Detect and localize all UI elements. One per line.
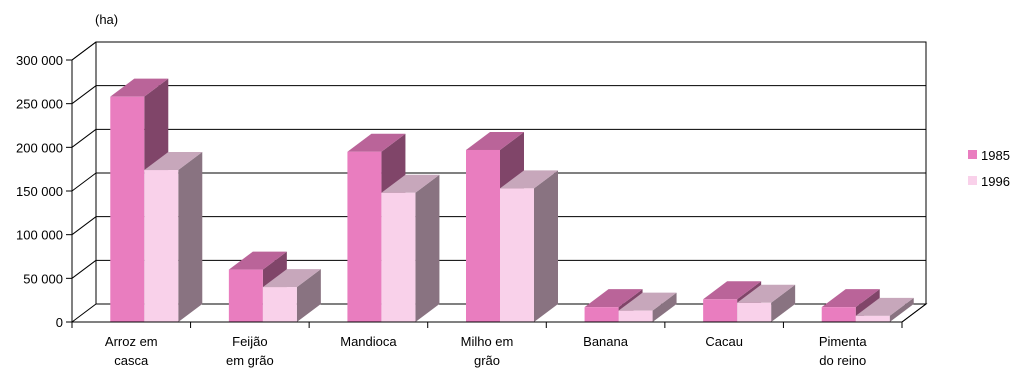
bar-side	[415, 174, 440, 322]
bar-side	[652, 292, 677, 322]
legend: 1985 1996	[968, 148, 1010, 189]
bar-front	[500, 188, 534, 322]
x-tick-label: Feijão	[232, 334, 267, 349]
legend-swatch	[968, 150, 977, 159]
bar-front	[144, 170, 179, 322]
x-tick-label: casca	[114, 353, 149, 368]
x-tick-label: Banana	[583, 334, 629, 349]
bar-top	[500, 170, 558, 189]
bar-front	[618, 310, 653, 322]
gridline-depth	[71, 259, 97, 279]
bar-front	[584, 307, 619, 322]
gridline-depth	[71, 41, 97, 61]
bar-top	[110, 78, 169, 97]
bar-top	[144, 152, 203, 171]
x-tick-label: em grão	[226, 353, 274, 368]
bar-top	[855, 297, 914, 316]
bar-top	[737, 284, 796, 303]
gridline-depth	[71, 128, 97, 148]
y-tick-label: 250 000	[16, 97, 63, 112]
gridline-depth	[71, 172, 97, 192]
bar-side	[178, 152, 203, 322]
y-tick-label: 0	[56, 315, 63, 330]
y-axis: 0 50 000 100 000 150 000 200 000 250 000 300 0…	[16, 53, 72, 330]
y-tick-label: 100 000	[16, 228, 63, 243]
x-tick-label: do reino	[819, 353, 866, 368]
bar-top	[347, 133, 406, 152]
gridline-depth	[71, 216, 97, 236]
x-tick-label: Mandioca	[340, 334, 397, 349]
bar-top	[584, 289, 643, 308]
bar-front	[228, 269, 263, 322]
bar-front	[262, 287, 297, 322]
bar-side	[771, 284, 796, 322]
bar-side	[534, 170, 558, 322]
legend-label: 1985	[981, 148, 1010, 163]
bar-front	[821, 307, 856, 322]
bar	[500, 170, 558, 322]
bar-side	[296, 269, 321, 322]
x-tick-label: grão	[474, 353, 500, 368]
bar	[381, 174, 440, 322]
bar-top	[228, 251, 287, 270]
x-axis: Arroz em casca Feijão em grão Mandioca Milho …	[71, 321, 903, 368]
bar-top	[381, 174, 440, 193]
bar-front	[703, 299, 738, 322]
y-tick-label: 300 000	[16, 53, 63, 68]
y-tick-label: 150 000	[16, 184, 63, 199]
bar	[737, 284, 796, 322]
bar	[618, 292, 677, 322]
x-tick-label: Arroz em	[105, 334, 158, 349]
y-tick-label: 50 000	[23, 271, 63, 286]
gridline-depth	[71, 85, 97, 105]
bar	[262, 269, 321, 322]
x-tick-label: Cacau	[705, 334, 743, 349]
bar-front	[855, 315, 890, 322]
legend-swatch	[968, 176, 977, 185]
bar-front	[466, 149, 500, 322]
legend-label: 1996	[981, 174, 1010, 189]
bars	[110, 78, 914, 323]
y-tick-label: 200 000	[16, 140, 63, 155]
bar-front	[347, 151, 382, 322]
x-tick-label: Pimenta	[819, 334, 867, 349]
bar	[144, 152, 203, 322]
bar-top	[618, 292, 677, 311]
bar-front	[381, 192, 416, 322]
x-tick-label: Milho em	[461, 334, 514, 349]
y-unit-label: (ha)	[95, 12, 118, 27]
bar-front	[737, 302, 772, 322]
bar-top	[466, 131, 524, 150]
floor-right-edge	[901, 303, 927, 323]
bar-front	[110, 96, 145, 323]
bar-side	[889, 297, 914, 322]
bar	[855, 297, 914, 322]
bar-top	[821, 289, 880, 308]
bar-top	[262, 269, 321, 288]
bar-top	[703, 281, 762, 300]
